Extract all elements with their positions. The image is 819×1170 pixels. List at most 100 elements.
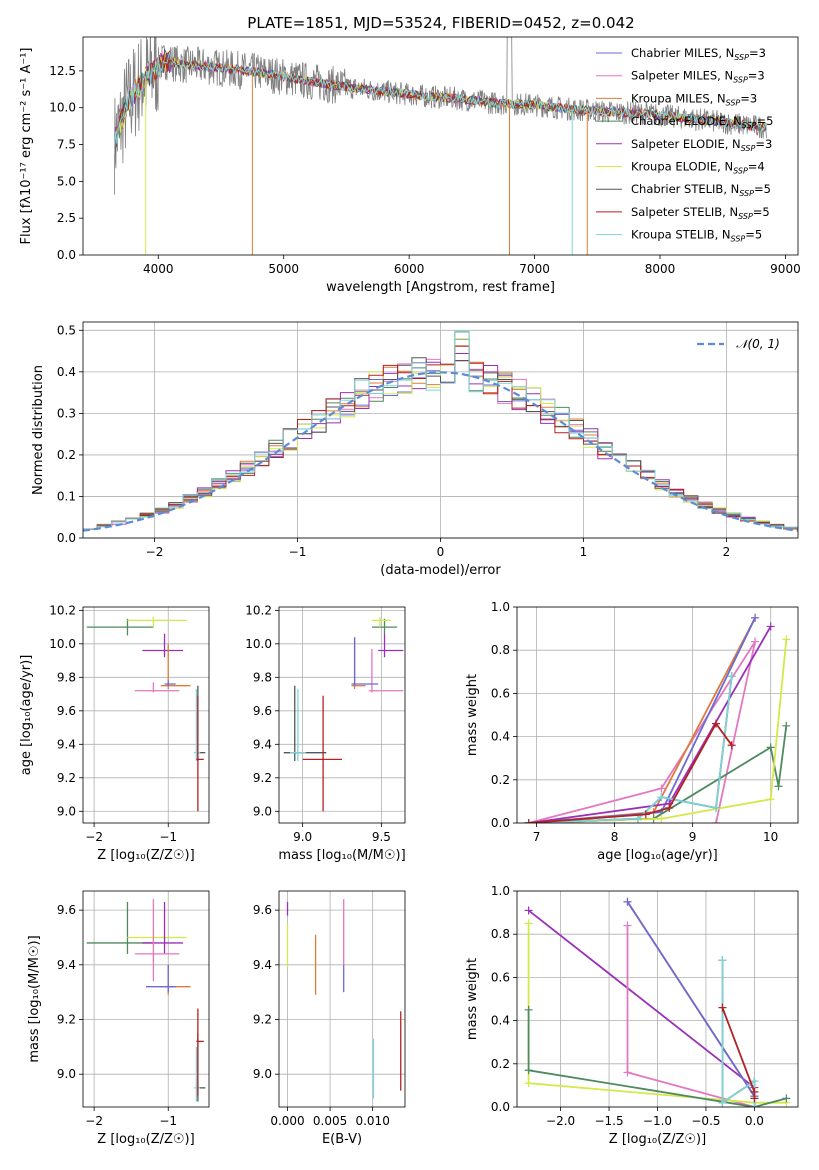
x-tick-label: 7: [533, 830, 541, 844]
spectrum-axes: 4000 5000 6000 7000 8000 9000 0.0 2.5 5.0 7.5 10.0…: [19, 36, 801, 295]
y-tick-label: 0.0: [491, 816, 510, 830]
legend-label: Kroupa STELIB, NSSP=5: [631, 228, 762, 244]
x-axis-label: Z [log₁₀(Z/Z☉)]: [609, 1132, 706, 1147]
y-tick-label: 2.5: [57, 211, 76, 225]
y-tick-label: 9.6: [253, 903, 272, 917]
x-tick-label: 1: [580, 545, 588, 559]
x-tick-label: 0.000: [270, 1114, 304, 1128]
weight-marker: [657, 784, 666, 793]
y-tick-label: 0.0: [57, 531, 76, 545]
y-tick-label: 1.0: [491, 884, 510, 898]
weight-line: [528, 617, 756, 823]
mass_vs_ebv-frame: [278, 890, 406, 1108]
legend-label: Salpeter MILES, NSSP=3: [631, 69, 765, 85]
y-tick-label: 12.5: [49, 64, 76, 78]
age_vs_mass-frame: [278, 606, 406, 824]
weight-line: [626, 901, 756, 1097]
y-tick-label: 10.2: [49, 603, 76, 617]
errorbar-point: [142, 633, 184, 658]
mass_vs_Z-axes: −2 −1 9.0 9.2 9.4 9.6 Z [log₁₀(Z/Z☉)] mass [log…: [27, 890, 210, 1147]
errorbar-point: [142, 901, 184, 954]
x-tick-label: 8000: [645, 262, 676, 276]
weight-marker: [657, 793, 666, 802]
x-tick-label: 10: [763, 830, 778, 844]
x-axis-label: wavelength [Angstrom, rest frame]: [326, 280, 555, 295]
weight-marker: [750, 1077, 759, 1086]
weight-line: [528, 725, 788, 823]
x-tick-label: 9.5: [372, 830, 391, 844]
x-tick-label: −2: [85, 1114, 103, 1128]
weight-line: [626, 925, 755, 1107]
errorbar-point: [127, 617, 187, 628]
errorbar-point: [134, 899, 180, 982]
x-tick-label: 9.0: [293, 830, 312, 844]
y-tick-label: 9.0: [253, 1067, 272, 1081]
weight-marker: [766, 622, 775, 631]
weight-marker: [623, 921, 632, 930]
weight-marker: [712, 819, 721, 823]
x-tick-label: 5000: [268, 262, 299, 276]
y-tick-label: 9.4: [253, 737, 272, 751]
legend-label: Kroupa MILES, NSSP=3: [631, 91, 757, 107]
x-tick-label: −1: [159, 1114, 177, 1128]
x-tick-label: 0.010: [355, 1114, 389, 1128]
weight-marker: [727, 741, 736, 750]
weight-line: [721, 960, 756, 1107]
residuals-plot: [83, 330, 798, 532]
legend-label: Kroupa ELODIE, NSSP=4: [631, 160, 765, 176]
weight-marker: [727, 672, 736, 681]
weight-marker: [524, 819, 533, 823]
age_vs_mass-axes: 9.0 9.5 9.0 9.2 9.4 9.6 9.8 10.0 10.2 mass [log₁₀…: [245, 603, 405, 863]
weight-marker: [641, 810, 650, 819]
weight-marker: [766, 743, 775, 752]
y-tick-label: 10.2: [245, 603, 272, 617]
y-tick-label: 0.6: [491, 970, 510, 984]
weight-series: [623, 921, 759, 1107]
errorbar-point: [378, 633, 404, 658]
x-tick-label: 8: [611, 830, 619, 844]
x-tick-label: −2: [85, 830, 103, 844]
massweight_vs_Z-axes: −2.0 −1.5 −1.0 −0.5 0.0 0.0 0.2 0.4 0.6 0.8 1.0 Z […: [465, 884, 799, 1147]
x-tick-label: 2: [723, 545, 731, 559]
y-axis-label: mass [log₁₀(M/M☉)]: [27, 935, 42, 1062]
x-tick-label: 0: [437, 545, 445, 559]
y-tick-label: 0.4: [57, 365, 76, 379]
weight-line: [528, 641, 756, 823]
weight-series: [718, 1003, 759, 1103]
y-tick-label: 1.0: [491, 600, 510, 614]
y-tick-label: 0.2: [57, 448, 76, 462]
model-spectrum-line: [113, 51, 768, 155]
y-tick-label: 0.3: [57, 406, 76, 420]
y-tick-label: 0.2: [491, 773, 510, 787]
weight-marker: [774, 782, 783, 791]
errorbar-point: [194, 689, 201, 762]
weight-marker: [782, 1094, 791, 1103]
residuals-frame: [82, 321, 799, 539]
weight-line: [528, 909, 756, 1107]
weight-marker: [524, 919, 533, 928]
weight-series: [623, 897, 759, 1101]
weight-marker: [718, 956, 727, 965]
y-tick-label: 9.0: [253, 804, 272, 818]
weight-marker: [623, 897, 632, 906]
y-tick-label: 10.0: [49, 637, 76, 651]
y-tick-label: 10.0: [49, 101, 76, 115]
weight-marker: [766, 795, 775, 804]
age_vs_Z-plot: [86, 617, 206, 812]
y-tick-label: 9.2: [57, 771, 76, 785]
x-axis-label: mass [log₁₀(M/M☉)]: [278, 848, 405, 863]
spectrum-legend: Chabrier MILES, NSSP=3 Salpeter MILES, NS…: [596, 46, 773, 244]
x-axis-label: Z [log₁₀(Z/Z☉)]: [97, 848, 194, 863]
y-tick-label: 9.4: [57, 958, 76, 972]
massweight_vs_Z-frame: [516, 890, 799, 1108]
weight-marker: [623, 1068, 632, 1077]
y-tick-label: 0.4: [491, 730, 510, 744]
weight-series: [524, 613, 760, 823]
y-tick-label: 9.2: [253, 771, 272, 785]
weight-marker: [665, 803, 674, 812]
y-axis-label: Flux [fλ10⁻¹⁷ erg cm⁻² s⁻¹ A⁻¹]: [19, 48, 34, 245]
legend-label: Chabrier ELODIE, NSSP=5: [631, 114, 773, 130]
errorbar-point: [164, 680, 176, 686]
x-tick-label: −2.0: [546, 1114, 575, 1128]
